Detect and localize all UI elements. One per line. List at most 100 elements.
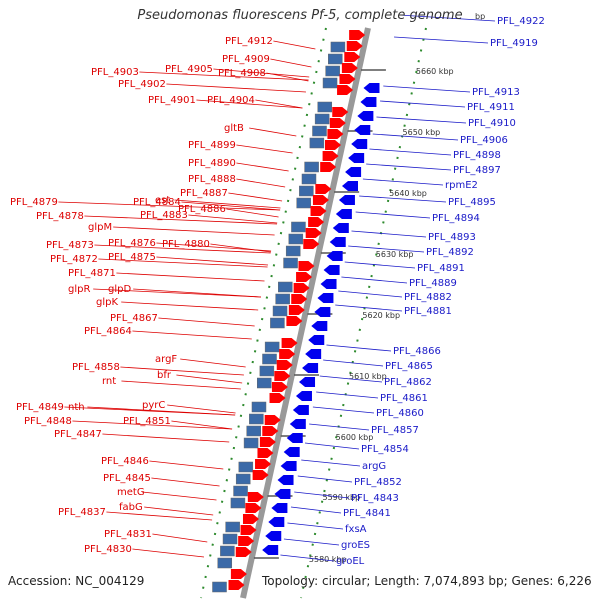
left-label-connector — [228, 192, 283, 202]
left-gene-label: PFL_4901 — [148, 95, 196, 106]
right-gene-label: groES — [341, 540, 370, 551]
right-label-connector — [326, 344, 392, 352]
left-label-connector — [72, 420, 233, 430]
left-gene-label: PFL_4887 — [180, 188, 228, 199]
forward-gene-arrow — [230, 569, 247, 579]
right-label-connector — [316, 391, 379, 399]
reverse-gene-arrow — [292, 405, 309, 415]
left-label-connector — [133, 288, 262, 298]
left-label-connector — [149, 460, 224, 470]
left-label-connector — [174, 199, 281, 209]
kbp-tick-label: 5580 kbp — [309, 555, 347, 564]
right-gene-label: PFL_4893 — [428, 232, 476, 243]
forward-gene-arrow — [344, 52, 361, 62]
left-gene-label: PFL_4904 — [207, 95, 255, 106]
right-label-connector — [362, 178, 444, 186]
gene-block — [217, 557, 233, 569]
gene-block — [225, 521, 240, 533]
reverse-gene-arrow — [335, 209, 352, 219]
forward-gene-arrow — [349, 30, 366, 40]
left-label-connector — [132, 330, 252, 340]
forward-gene-arrow — [339, 74, 356, 84]
reverse-gene-arrow — [317, 293, 334, 303]
left-label-connector — [188, 214, 278, 224]
reverse-gene-arrow — [289, 419, 306, 429]
right-label-connector — [290, 506, 342, 514]
right-label-connector — [294, 491, 350, 499]
left-gene-label: PFL_4905 — [165, 64, 213, 75]
right-gene-label: PFL_4841 — [343, 508, 391, 519]
forward-gene-arrow — [269, 393, 286, 403]
reverse-gene-arrow — [265, 531, 282, 541]
left-label-connector — [102, 433, 230, 443]
right-gene-label: PFL_4861 — [380, 393, 428, 404]
left-gene-label: PFL_4831 — [104, 529, 152, 540]
left-gene-label: glpR — [68, 284, 90, 295]
left-label-connector — [196, 99, 303, 109]
gene-block — [325, 65, 340, 77]
kbp-tick-label: 5600 kbp — [336, 433, 374, 442]
forward-gene-arrow — [262, 426, 279, 436]
reverse-gene-arrow — [345, 167, 362, 177]
gene-block — [249, 413, 264, 425]
left-label-connector — [120, 366, 244, 376]
left-label-connector — [132, 548, 205, 558]
right-label-connector — [341, 276, 408, 284]
forward-gene-arrow — [240, 525, 257, 535]
left-gene-label: est — [155, 195, 170, 206]
right-gene-label: PFL_4843 — [351, 493, 399, 504]
map-title: Pseudomonas fluorescens Pf-5, complete g… — [137, 8, 463, 23]
bp-fragment: bp — [475, 12, 485, 21]
right-label-connector — [301, 459, 361, 467]
gene-block — [256, 377, 272, 389]
right-gene-label: PFL_4894 — [432, 213, 480, 224]
forward-gene-arrow — [327, 129, 344, 139]
right-gene-label: PFL_4892 — [426, 247, 474, 258]
right-gene-label: PFL_4913 — [472, 87, 520, 98]
right-gene-label: PFL_4922 — [497, 16, 545, 27]
left-gene-label: glpD — [108, 284, 131, 295]
gene-block — [272, 305, 288, 317]
gene-block — [291, 221, 306, 233]
kbp-tick-label: 5640 kbp — [389, 189, 427, 198]
right-label-connector — [280, 554, 335, 562]
forward-gene-arrow — [322, 151, 339, 161]
forward-gene-arrow — [238, 536, 255, 546]
right-label-connector — [379, 100, 466, 108]
gene-block — [317, 101, 333, 113]
right-label-connector — [383, 85, 471, 93]
reverse-gene-arrow — [323, 265, 340, 275]
reverse-gene-arrow — [280, 461, 297, 471]
reverse-gene-arrow — [308, 335, 325, 345]
gene-block — [262, 353, 277, 365]
left-gene-label: PFL_4846 — [101, 456, 149, 467]
left-gene-label: PFL_4864 — [84, 326, 132, 337]
right-label-connector — [297, 475, 353, 483]
left-label-connector — [210, 243, 271, 253]
left-gene-label: PFL_4912 — [225, 36, 273, 47]
forward-gene-arrow — [228, 580, 245, 590]
gene-block — [285, 245, 301, 257]
forward-gene-arrow — [310, 206, 327, 216]
forward-gene-arrow — [298, 261, 315, 271]
left-label-connector — [236, 144, 293, 154]
right-label-connector — [359, 195, 447, 203]
right-label-connector — [369, 148, 452, 156]
gene-block — [288, 233, 304, 245]
left-gene-label: PFL_4871 — [68, 268, 116, 279]
reverse-gene-arrow — [262, 545, 279, 555]
left-label-connector — [142, 491, 217, 501]
right-gene-label: PFL_4911 — [467, 102, 515, 113]
left-label-connector — [158, 317, 255, 327]
forward-gene-arrow — [235, 547, 252, 557]
left-gene-label: metG — [117, 487, 145, 498]
left-label-connector — [121, 380, 241, 390]
left-gene-label: nth — [68, 402, 85, 413]
left-gene-label: PFL_4879 — [10, 197, 58, 208]
left-label-connector — [236, 178, 286, 188]
gene-block — [270, 317, 285, 329]
left-gene-label: PFL_4884 — [133, 197, 181, 208]
reverse-gene-arrow — [302, 363, 319, 373]
reverse-gene-arrow — [348, 153, 365, 163]
